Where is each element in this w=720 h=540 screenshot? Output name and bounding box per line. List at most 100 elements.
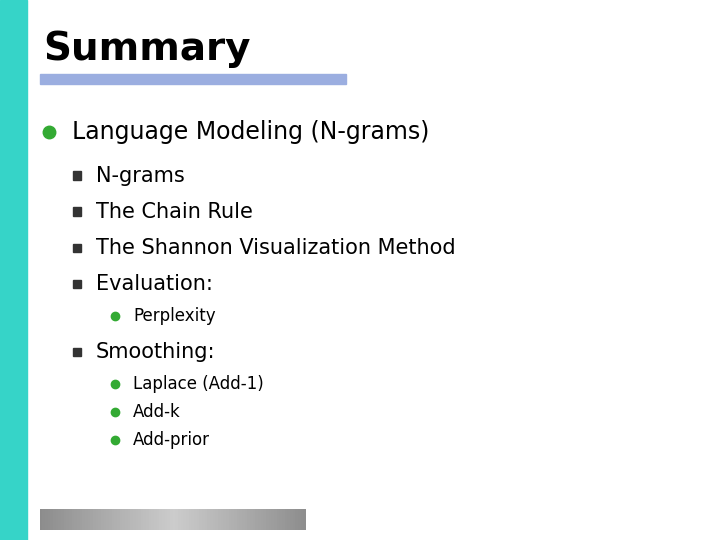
- Bar: [38, 0, 41, 94]
- Bar: [88, 509, 90, 530]
- Bar: [624, 0, 626, 94]
- Bar: [0, 14, 720, 16]
- Bar: [418, 0, 420, 94]
- Bar: [574, 0, 576, 94]
- Bar: [336, 0, 338, 94]
- Bar: [122, 0, 125, 94]
- Bar: [264, 0, 266, 94]
- Bar: [45, 0, 48, 94]
- Bar: [636, 0, 639, 94]
- Bar: [84, 0, 86, 94]
- Bar: [612, 0, 614, 94]
- Bar: [245, 509, 248, 530]
- Bar: [73, 348, 81, 356]
- Bar: [540, 0, 542, 94]
- Bar: [161, 0, 163, 94]
- Bar: [283, 0, 286, 94]
- Bar: [221, 0, 223, 94]
- Bar: [166, 0, 168, 94]
- Bar: [7, 0, 9, 94]
- Bar: [73, 207, 81, 216]
- Bar: [9, 0, 12, 94]
- Bar: [149, 0, 151, 94]
- Bar: [187, 0, 189, 94]
- Bar: [162, 509, 165, 530]
- Bar: [73, 244, 81, 252]
- Text: Summary: Summary: [43, 30, 251, 68]
- Bar: [228, 0, 230, 94]
- Bar: [5, 0, 7, 94]
- Bar: [485, 0, 487, 94]
- Bar: [295, 0, 297, 94]
- Bar: [621, 0, 624, 94]
- Bar: [588, 0, 590, 94]
- Bar: [243, 0, 245, 94]
- Bar: [238, 0, 240, 94]
- Bar: [242, 509, 245, 530]
- Bar: [682, 0, 684, 94]
- Bar: [108, 0, 110, 94]
- Bar: [0, 71, 720, 72]
- Bar: [14, 0, 17, 94]
- Bar: [547, 0, 549, 94]
- Bar: [0, 76, 720, 77]
- Bar: [104, 509, 107, 530]
- Bar: [264, 509, 266, 530]
- Bar: [110, 0, 113, 94]
- Bar: [461, 0, 463, 94]
- Bar: [0, 5, 720, 6]
- Bar: [509, 0, 511, 94]
- Bar: [158, 0, 161, 94]
- Bar: [276, 509, 279, 530]
- Bar: [708, 0, 711, 94]
- Bar: [662, 0, 665, 94]
- Bar: [0, 65, 720, 66]
- Text: The Chain Rule: The Chain Rule: [96, 201, 253, 222]
- Bar: [557, 0, 559, 94]
- Bar: [163, 0, 166, 94]
- Bar: [103, 0, 106, 94]
- Bar: [667, 0, 670, 94]
- Text: Language Modeling (N-grams): Language Modeling (N-grams): [72, 120, 429, 144]
- Bar: [518, 0, 521, 94]
- Bar: [401, 0, 403, 94]
- Bar: [384, 0, 387, 94]
- Bar: [600, 0, 603, 94]
- Bar: [0, 57, 720, 58]
- Bar: [0, 10, 720, 11]
- Bar: [377, 0, 379, 94]
- Bar: [132, 0, 135, 94]
- Bar: [55, 509, 58, 530]
- Bar: [170, 509, 173, 530]
- Bar: [218, 0, 221, 94]
- Bar: [214, 0, 216, 94]
- Bar: [117, 509, 120, 530]
- Bar: [165, 509, 168, 530]
- Bar: [403, 0, 405, 94]
- Bar: [374, 0, 377, 94]
- Bar: [459, 0, 461, 94]
- Bar: [55, 0, 58, 94]
- Bar: [63, 0, 65, 94]
- Bar: [135, 509, 138, 530]
- Bar: [234, 509, 237, 530]
- Bar: [284, 509, 287, 530]
- Text: Laplace (Add-1): Laplace (Add-1): [133, 375, 264, 393]
- Bar: [101, 0, 103, 94]
- Bar: [146, 509, 149, 530]
- Bar: [0, 69, 720, 71]
- Bar: [0, 27, 720, 29]
- Bar: [693, 0, 696, 94]
- Bar: [307, 0, 310, 94]
- Bar: [365, 0, 367, 94]
- Bar: [293, 0, 295, 94]
- Bar: [290, 0, 293, 94]
- Bar: [197, 0, 199, 94]
- Bar: [718, 0, 720, 94]
- Bar: [430, 0, 432, 94]
- Bar: [444, 0, 446, 94]
- Bar: [338, 0, 341, 94]
- Bar: [252, 0, 254, 94]
- Bar: [77, 0, 79, 94]
- Bar: [369, 0, 372, 94]
